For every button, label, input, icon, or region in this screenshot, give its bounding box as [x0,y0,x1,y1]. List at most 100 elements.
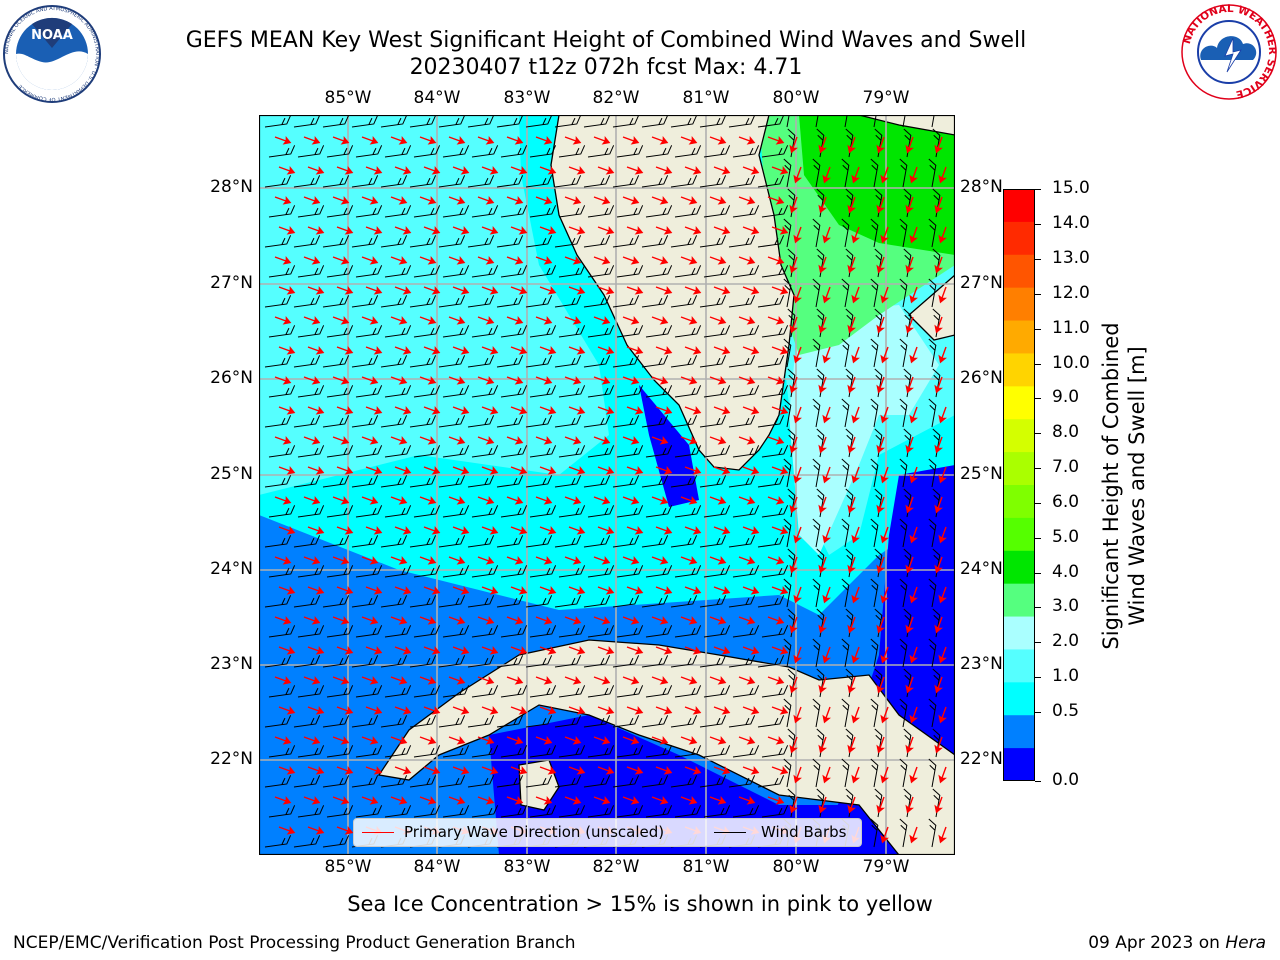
wave-arrow [880,646,889,664]
wave-arrow [938,226,947,244]
wave-arrow [905,196,914,214]
wave-arrow [510,466,528,475]
wind-barb [757,655,785,668]
wind-barb [558,205,586,218]
wave-arrow [477,796,495,805]
wave-arrow [564,136,582,145]
wind-barb [728,235,756,248]
wind-barb [351,475,379,488]
wind-barb [587,565,615,578]
wave-arrow [626,586,644,595]
wind-barb [293,235,321,248]
wave-arrow [680,616,698,625]
wind-barb [645,265,673,278]
wave-arrow [477,616,495,625]
wind-barb [264,415,292,428]
wind-barb [928,638,937,668]
wave-arrow [880,706,889,724]
wind-barb [812,158,821,188]
wind-barb [812,115,821,128]
wave-arrow [651,736,669,745]
wave-arrow [847,256,856,274]
wind-barb [812,218,821,248]
wind-barb [587,385,615,398]
wind-barb [612,415,640,428]
wave-arrow [934,136,943,154]
wave-arrow [477,256,495,265]
wave-arrow [390,136,408,145]
wind-barb [670,715,698,728]
wave-arrow [307,706,325,715]
wave-arrow [909,766,918,784]
wave-arrow [423,766,441,775]
wind-barb [587,205,615,218]
colorbar-segment [1003,419,1035,453]
wave-arrow [593,616,611,625]
wind-barb [384,325,412,338]
wind-barb [554,175,582,188]
wave-arrow [423,646,441,655]
wave-arrow [818,376,827,394]
wave-arrow [767,256,785,265]
wind-barb [583,775,611,788]
wind-barb [413,685,441,698]
wave-arrow [771,346,789,355]
wind-barb [699,295,727,308]
wind-barb [641,475,669,488]
wind-barb [728,175,756,188]
latitude-label: 23°N [960,654,1003,674]
wind-barb [525,235,553,248]
colorbar-tick-mark [1035,607,1041,608]
wind-barb [297,745,325,758]
wind-barb [409,535,437,548]
wave-arrow [448,616,466,625]
longitude-label: 85°W [324,857,372,877]
wave-arrow [738,196,756,205]
wave-arrow [709,676,727,685]
wind-barb [645,385,673,398]
wind-barb [442,745,470,758]
wave-arrow [390,496,408,505]
wind-barb [645,325,673,338]
colorbar-segment [1003,682,1035,716]
wave-arrow [510,166,528,175]
wave-arrow [793,526,802,544]
wave-arrow [423,286,441,295]
wind-barb [612,655,640,668]
wind-barb [674,685,702,698]
wind-barb [757,415,785,428]
colorbar-tick-label: 0.5 [1052,701,1080,721]
wave-arrow [510,526,528,535]
wind-barb [616,145,644,158]
wave-arrow [361,556,379,565]
wave-arrow [336,466,354,475]
colorbar-tick-label: 10.0 [1052,353,1090,373]
wave-arrow [448,436,466,445]
wind-barb [297,505,325,518]
wind-barb [899,518,908,548]
wave-arrow [419,436,437,445]
wind-barb [500,265,528,278]
colorbar-tick-label: 8.0 [1052,422,1080,442]
wind-barb [529,625,557,638]
wind-barb [674,325,702,338]
wind-barb [471,805,499,818]
colorbar-segment [1003,287,1035,322]
wind-barb [442,265,470,278]
wave-arrow [307,766,325,775]
wave-arrow [818,436,827,454]
wave-arrow [713,286,731,295]
wind-barb [264,175,292,188]
wave-arrow [477,736,495,745]
wave-arrow [626,646,644,655]
wind-barb [870,115,879,128]
wave-arrow [818,136,827,154]
wave-arrow [278,466,296,475]
wind-barb [268,445,296,458]
wave-arrow [876,496,885,514]
colorbar-tick-label: 13.0 [1052,248,1090,268]
wind-barb [583,235,611,248]
wave-arrow [680,136,698,145]
wave-arrow [477,196,495,205]
wind-barb [355,325,383,338]
